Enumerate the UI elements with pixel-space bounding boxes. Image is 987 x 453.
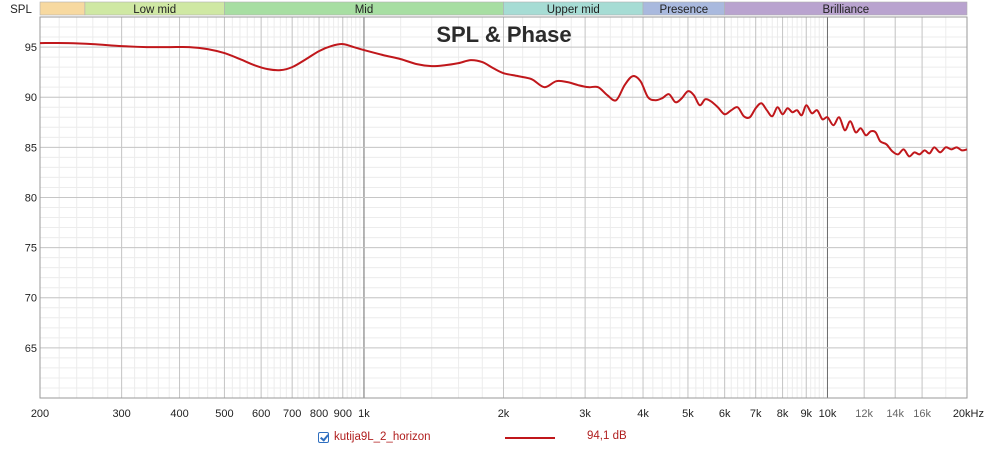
x-tick-label: 4k — [637, 408, 649, 420]
y-tick-label: 65 — [25, 343, 37, 355]
x-tick-label: 5k — [682, 408, 694, 420]
x-tick-label: 900 — [334, 408, 352, 420]
x-axis-ticks: 200 300 400 500 600 700 800 900 1k 2k 3k 4k 5k 6k 7k 8k… — [31, 408, 984, 420]
x-tick-label: 10k — [819, 408, 837, 420]
legend-value: 94,1 dB — [587, 430, 627, 442]
y-tick-label: 90 — [25, 92, 37, 104]
x-tick-label: 500 — [215, 408, 233, 420]
x-tick-label: 8k — [777, 408, 789, 420]
band-label-1: Low mid — [133, 4, 176, 16]
x-tick-label: 20kHz — [953, 408, 984, 420]
y-tick-label: 75 — [25, 243, 37, 255]
plot-frame — [39, 16, 968, 399]
legend-series-label: kutija9L_2_horizon — [334, 431, 431, 443]
x-tick-label: 6k — [719, 408, 731, 420]
legend: kutija9L_2_horizon — [318, 428, 431, 446]
x-tick-label: 200 — [31, 408, 49, 420]
chart-title: SPL & Phase — [436, 22, 571, 47]
band-label-5: Brilliance — [822, 4, 869, 16]
band-label-4: Presence — [660, 4, 709, 16]
x-tick-label: 700 — [283, 408, 301, 420]
x-tick-label: 800 — [310, 408, 328, 420]
y-tick-label: 95 — [25, 42, 37, 54]
x-tick-label: 9k — [800, 408, 812, 420]
y-axis-ticks: 65 70 75 80 85 90 95 — [25, 42, 37, 355]
y-tick-label: 70 — [25, 293, 37, 305]
frequency-bands: Low mid Mid Upper mid Presence Brilliance — [39, 1, 968, 16]
x-tick-label: 600 — [252, 408, 270, 420]
x-tick-label: 1k — [358, 408, 370, 420]
x-tick-label: 16k — [913, 408, 931, 420]
band-5 — [724, 1, 968, 16]
series-line-0 — [39, 41, 968, 158]
legend-line-swatch — [505, 437, 555, 439]
x-tick-label: 3k — [579, 408, 591, 420]
x-tick-label: 300 — [112, 408, 130, 420]
x-tick-label: 7k — [750, 408, 762, 420]
band-axis-label: SPL — [10, 4, 32, 16]
x-tick-label: 2k — [498, 408, 510, 420]
grid-lines — [39, 16, 968, 398]
y-tick-label: 80 — [25, 192, 37, 204]
series-checkbox[interactable] — [318, 431, 329, 443]
series-group — [39, 41, 968, 158]
band-label-3: Upper mid — [547, 4, 600, 16]
x-tick-label: 400 — [170, 408, 188, 420]
y-tick-label: 85 — [25, 142, 37, 154]
band-0 — [39, 1, 86, 16]
x-tick-label: 14k — [886, 408, 904, 420]
band-label-2: Mid — [355, 4, 374, 16]
x-tick-label: 12k — [855, 408, 873, 420]
